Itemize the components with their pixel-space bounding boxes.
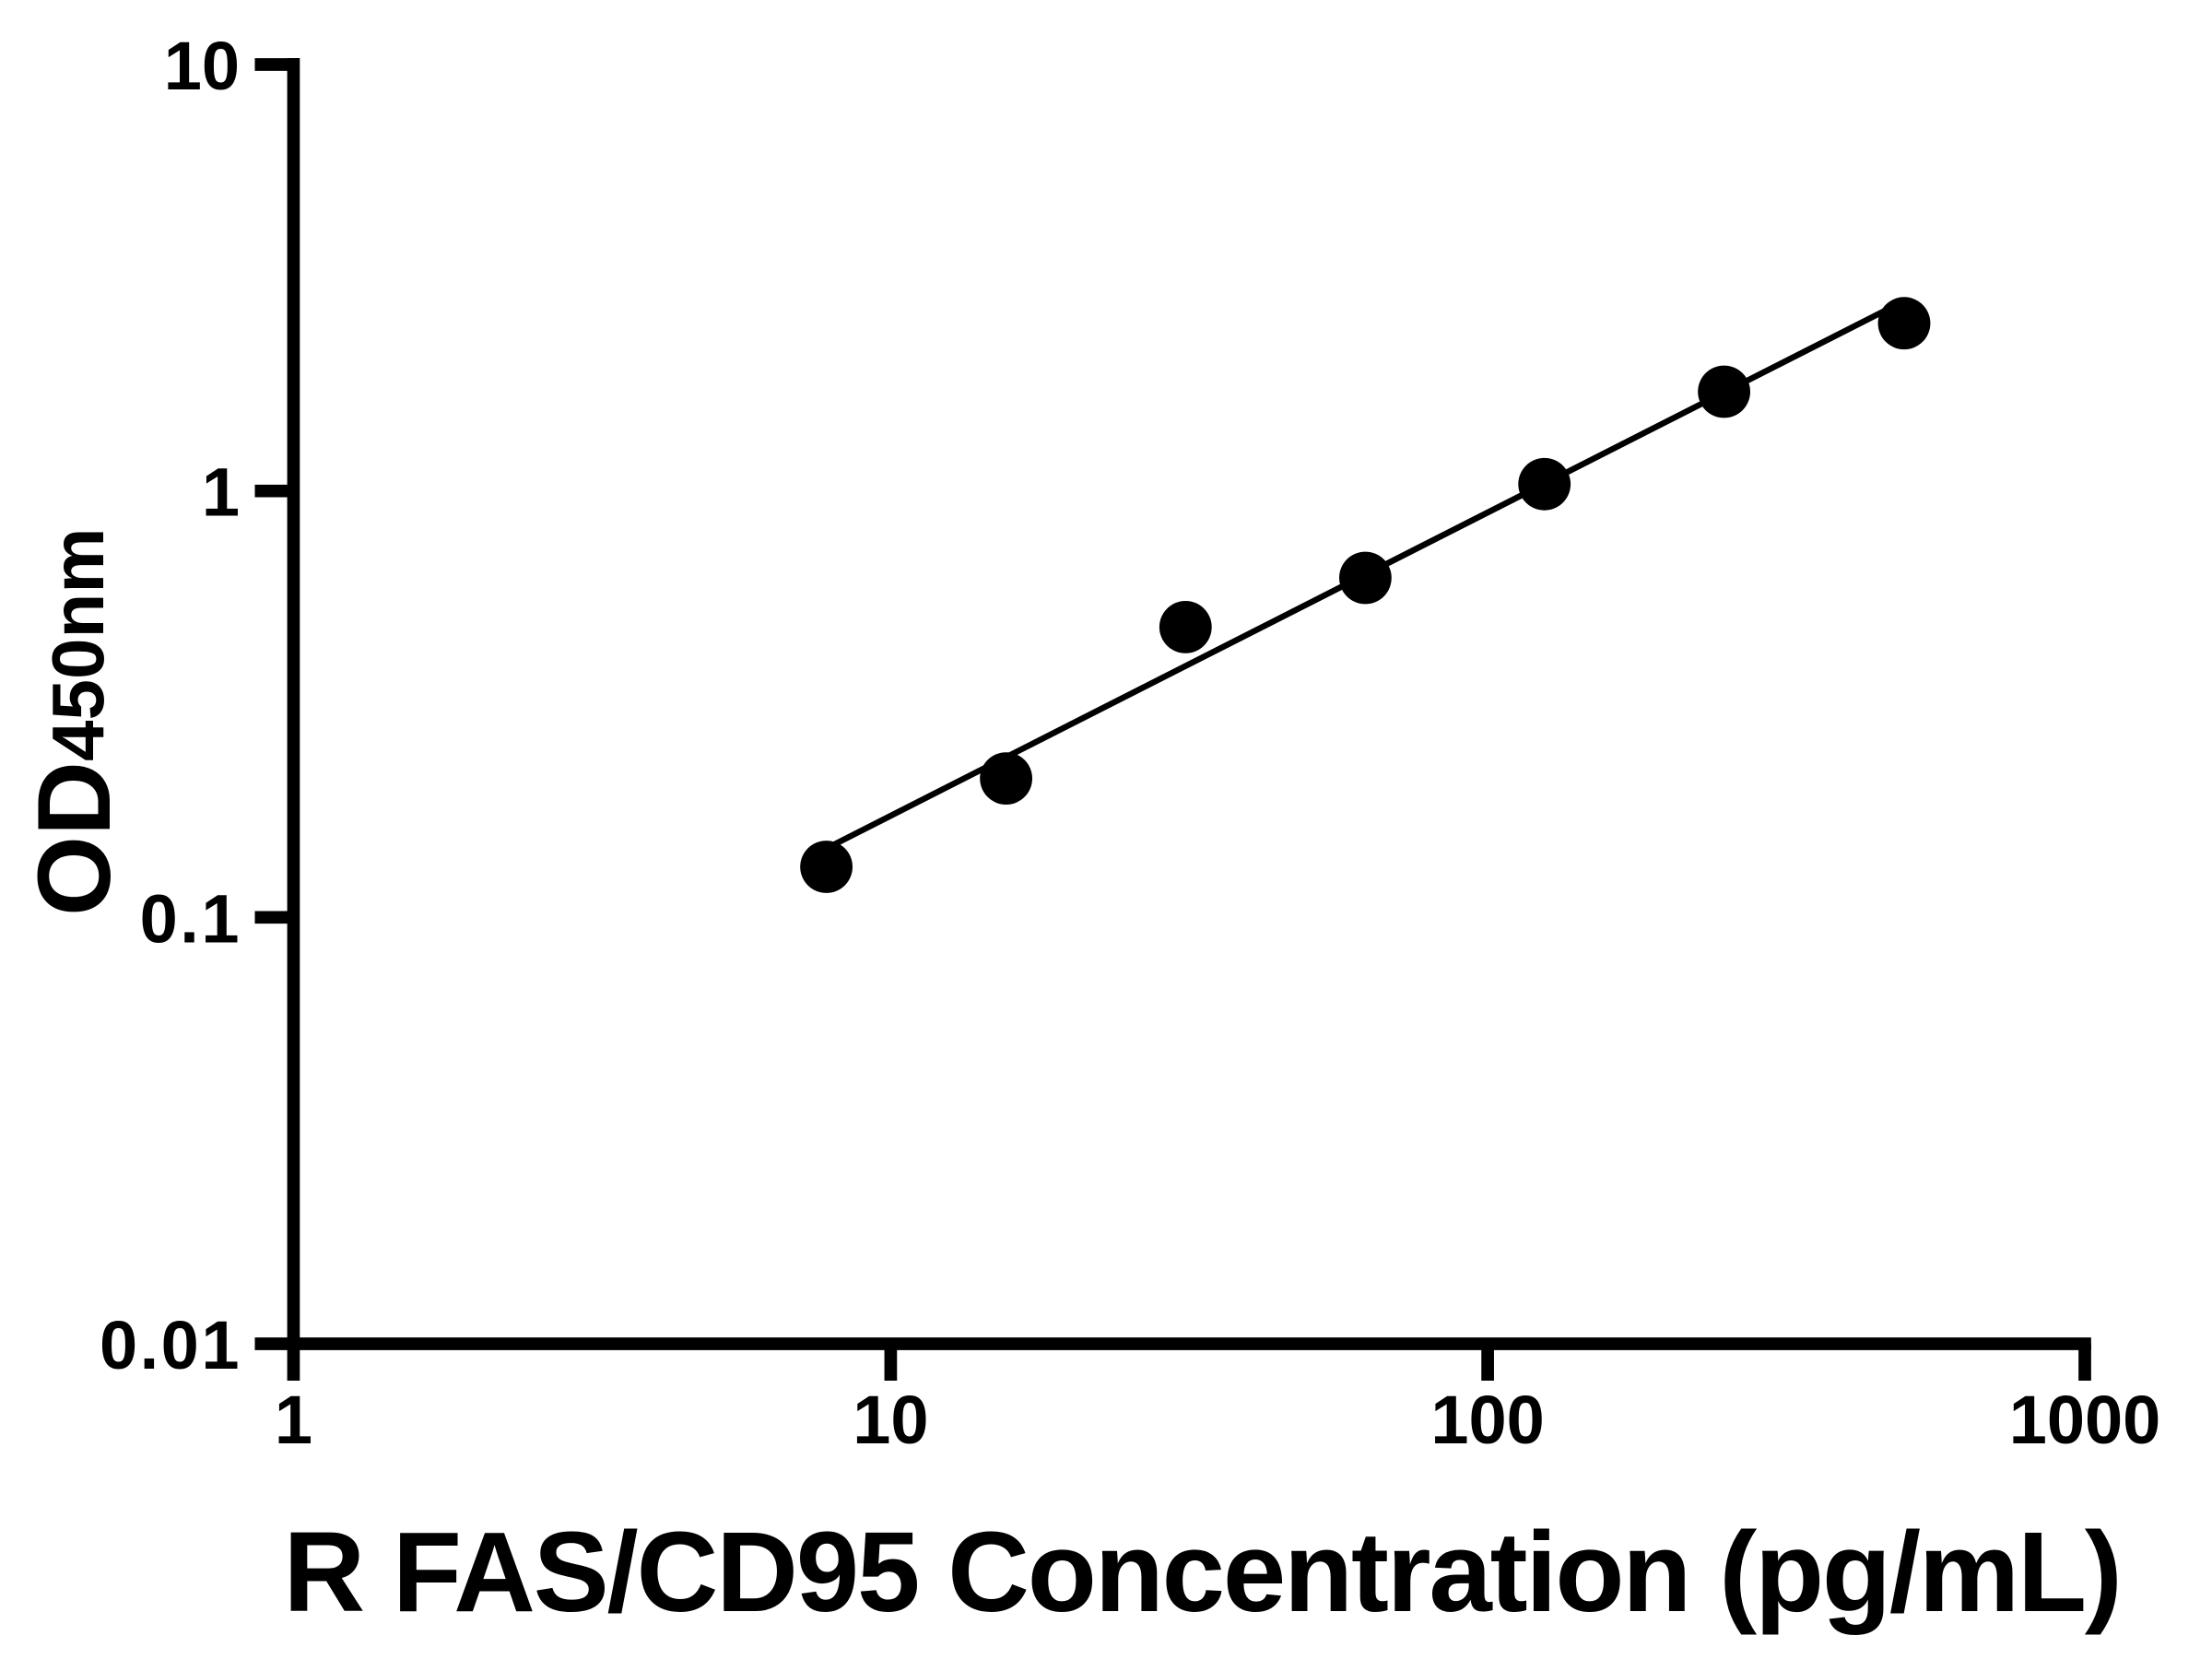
svg-text:0.01: 0.01 [100, 1307, 241, 1383]
svg-text:R FAS/CD95 Concentration (pg/m: R FAS/CD95 Concentration (pg/mL) [283, 1510, 2120, 1636]
svg-text:0.1: 0.1 [140, 880, 241, 957]
svg-text:OD450nm: OD450nm [17, 528, 132, 916]
svg-text:100: 100 [1430, 1382, 1544, 1458]
svg-text:10: 10 [164, 28, 240, 104]
svg-text:10: 10 [853, 1382, 928, 1458]
svg-text:1000: 1000 [2009, 1382, 2161, 1458]
svg-text:1: 1 [202, 454, 240, 531]
svg-text:1: 1 [275, 1382, 312, 1458]
